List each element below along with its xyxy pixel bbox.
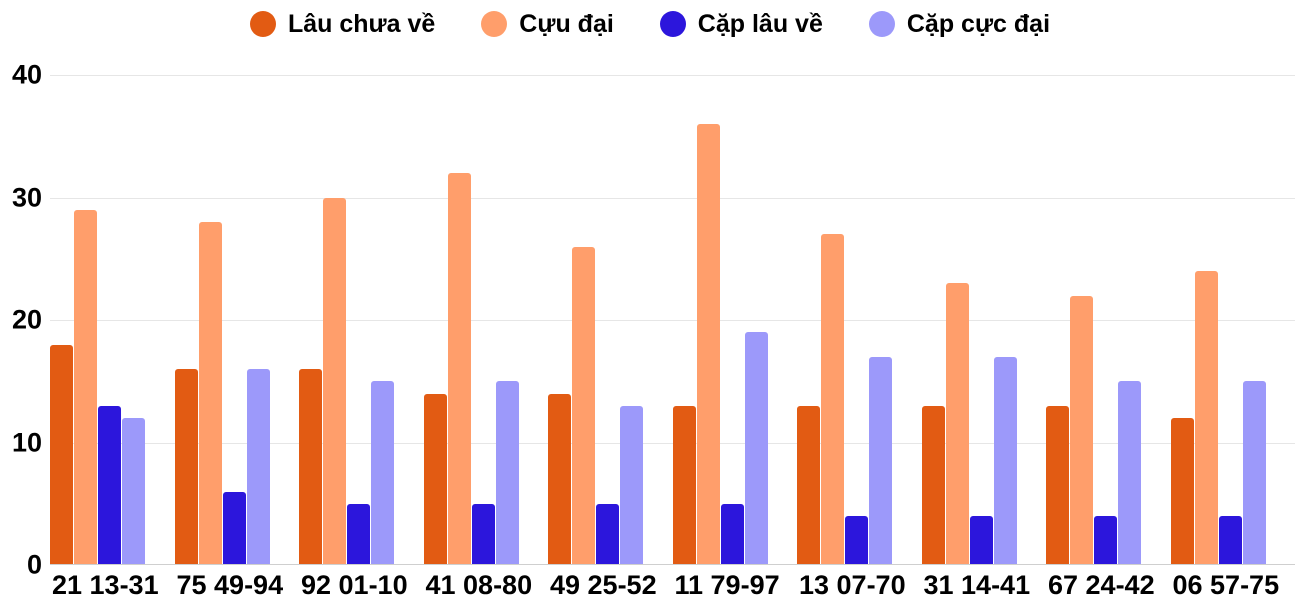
legend-item[interactable]: Lâu chưa về: [249, 9, 436, 38]
bar[interactable]: [1118, 381, 1141, 565]
bar[interactable]: [845, 516, 868, 565]
bar[interactable]: [821, 234, 844, 565]
bar[interactable]: [347, 503, 370, 565]
bar[interactable]: [246, 369, 270, 565]
gridline: [50, 75, 1295, 76]
bar[interactable]: [98, 405, 121, 565]
bar-group: [548, 75, 673, 565]
circle-marker-icon: [249, 11, 276, 37]
legend-item-label: Cặp cực đại: [906, 9, 1051, 38]
y-axis-tick-label: 20: [11, 304, 42, 335]
x-axis-tick-label: 13 07-70: [799, 570, 906, 600]
bar[interactable]: [921, 405, 945, 565]
x-axis-tick-label: 75 49-94: [176, 570, 284, 600]
bar[interactable]: [1070, 295, 1093, 565]
x-axis-tick-label: 21 13-31: [52, 570, 159, 600]
bar[interactable]: [945, 283, 969, 565]
y-axis-tick-label: 40: [11, 59, 42, 90]
bar-group: [1170, 75, 1296, 565]
bar[interactable]: [198, 222, 222, 565]
bar[interactable]: [74, 209, 97, 565]
circle-marker-icon: [659, 11, 686, 37]
bar[interactable]: [1170, 418, 1194, 565]
bar[interactable]: [744, 332, 768, 565]
legend-item-label: Lâu chưa về: [287, 9, 436, 38]
bar-group: [423, 75, 549, 565]
chart-legend: Lâu chưa về Cựu đại Cặp lâu về Cặp cực đại: [0, 0, 1300, 48]
bar[interactable]: [993, 356, 1017, 565]
legend-item-label: Cựu đại: [519, 9, 614, 38]
bar-group: [1046, 75, 1171, 565]
bar[interactable]: [299, 369, 322, 565]
bar-groups: [50, 75, 1295, 565]
x-axis-tick-label: 06 57-75: [1172, 570, 1280, 600]
bar[interactable]: [969, 516, 993, 565]
bar[interactable]: [596, 503, 619, 565]
circle-marker-icon: [868, 11, 895, 37]
bar[interactable]: [1194, 271, 1218, 565]
bar[interactable]: [447, 173, 471, 565]
bar[interactable]: [471, 503, 495, 565]
legend-item[interactable]: Cặp cực đại: [868, 9, 1051, 38]
x-axis-tick-label: 49 25-52: [550, 570, 657, 600]
bar[interactable]: [50, 344, 73, 565]
x-axis-tick-label: 92 01-10: [301, 570, 408, 600]
bar-group: [797, 75, 922, 565]
x-axis-tick-label: 11 79-97: [674, 570, 780, 600]
bar[interactable]: [122, 418, 145, 565]
x-axis-tick-label: 67 24-42: [1048, 570, 1155, 600]
x-axis-tick-label: 41 08-80: [425, 570, 533, 600]
bar-group: [921, 75, 1047, 565]
bar[interactable]: [797, 405, 820, 565]
bar[interactable]: [672, 405, 696, 565]
bar[interactable]: [174, 369, 198, 565]
bar[interactable]: [572, 246, 595, 565]
bar-group: [174, 75, 300, 565]
y-axis-tick-label: 30: [11, 182, 42, 212]
gridline: [50, 320, 1295, 321]
bar[interactable]: [548, 393, 571, 565]
bar[interactable]: [869, 356, 892, 565]
gridline: [50, 197, 1295, 199]
bar[interactable]: [495, 381, 519, 565]
bar[interactable]: [1218, 516, 1242, 565]
bar[interactable]: [1046, 405, 1069, 565]
bar[interactable]: [720, 503, 744, 565]
legend-item[interactable]: Cựu đại: [481, 11, 614, 37]
bar-group: [672, 75, 798, 565]
legend-item-label: Cặp lâu về: [697, 9, 823, 38]
bar[interactable]: [1094, 516, 1117, 565]
bar[interactable]: [222, 491, 246, 565]
bar-group: [50, 75, 175, 565]
bar[interactable]: [696, 124, 720, 565]
plot-area: [50, 75, 1295, 565]
bar[interactable]: [323, 197, 346, 565]
bar-group: [299, 75, 424, 565]
y-axis-tick-label: 0: [26, 549, 42, 580]
x-axis-line: [50, 564, 1295, 565]
bar[interactable]: [371, 381, 394, 565]
bar[interactable]: [1242, 381, 1266, 565]
x-axis-tick-label: 31 14-41: [923, 570, 1031, 600]
circle-marker-icon: [481, 11, 508, 37]
bar[interactable]: [620, 405, 643, 565]
legend-item[interactable]: Cặp lâu về: [659, 9, 823, 38]
bar[interactable]: [423, 393, 447, 565]
y-axis-tick-label: 10: [11, 427, 42, 457]
